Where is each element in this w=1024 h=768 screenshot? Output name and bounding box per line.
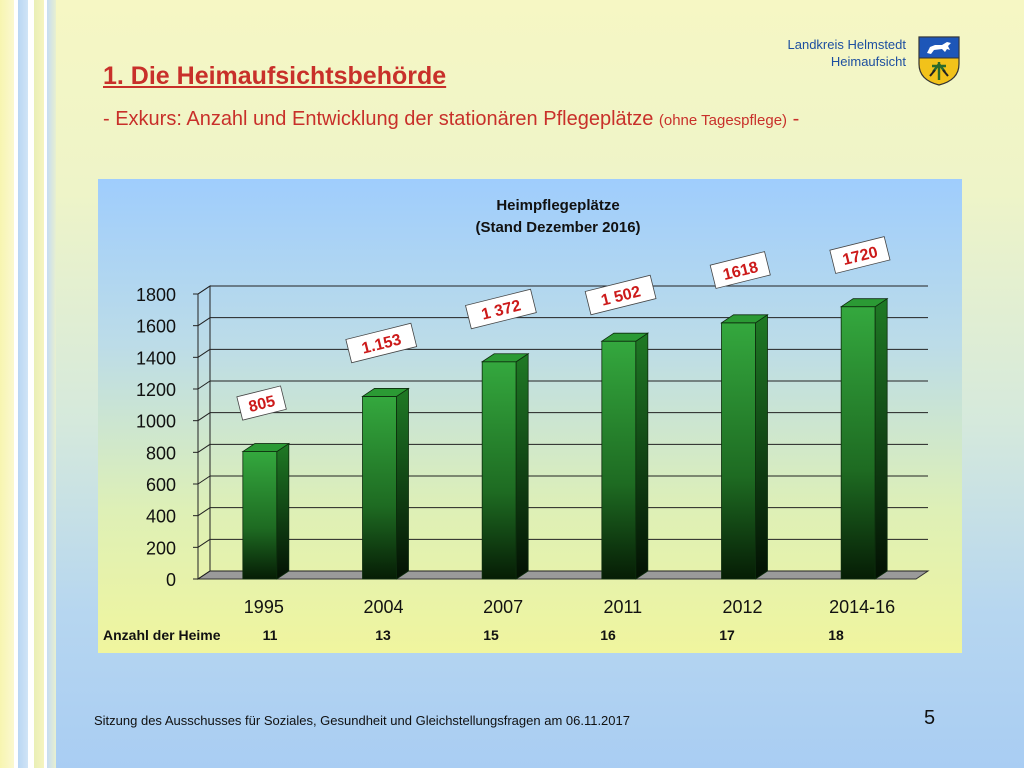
data-label-box (709, 251, 771, 289)
heime-count: 16 (600, 627, 616, 643)
bar-side (276, 442, 290, 580)
gridline-diagonal (197, 570, 211, 580)
chart-subtitle: (Stand Dezember 2016) (475, 219, 640, 236)
page-subtitle: - Exkurs: Anzahl und Entwicklung der sta… (103, 108, 799, 131)
gridline-diagonal (197, 507, 211, 517)
data-label-box (465, 288, 537, 330)
gridline-diagonal (197, 380, 211, 390)
y-tick-label: 600 (146, 475, 176, 495)
data-label-box (829, 236, 891, 274)
x-tick-label: 1995 (244, 597, 284, 617)
heime-count: 17 (719, 627, 735, 643)
org-name: Landkreis Helmstedt (787, 37, 907, 52)
bar-side (635, 332, 649, 580)
bar-top (480, 353, 530, 363)
bar-top (720, 314, 769, 324)
subtitle-main: - Exkurs: Anzahl und Entwicklung der sta… (103, 108, 654, 130)
gridline-diagonal (197, 285, 211, 295)
y-tick-label: 400 (146, 507, 176, 527)
data-label: 1.153 (345, 322, 418, 364)
y-tick-label: 1400 (136, 348, 176, 368)
bar-chart: Heimpflegeplätze (Stand Dezember 2016) 0… (103, 197, 930, 643)
heime-count: 11 (263, 627, 278, 643)
x-tick-label: 2011 (603, 597, 642, 617)
data-label: 1 502 (584, 274, 657, 316)
bar-side (755, 314, 768, 580)
side-wall (197, 285, 211, 580)
chart-floor (196, 570, 930, 580)
data-label: 1 372 (465, 288, 537, 330)
bar (481, 361, 517, 580)
footer-text: Sitzung des Ausschusses für Soziales, Ge… (94, 713, 630, 728)
bar-top (241, 443, 291, 452)
bar (721, 322, 756, 580)
page-number: 5 (924, 707, 936, 729)
gridline-diagonal (197, 348, 211, 358)
subtitle-note: (ohne Tagespflege) (658, 112, 788, 129)
data-label: 805 (236, 385, 287, 421)
gridline-diagonal (197, 538, 211, 548)
bar (601, 340, 637, 580)
coat-of-arms-icon (918, 36, 960, 86)
data-label-box (584, 274, 657, 316)
y-tick-label: 0 (166, 570, 176, 590)
data-label: 1618 (709, 251, 771, 289)
gridline-diagonal (197, 412, 211, 422)
data-label: 1720 (829, 236, 891, 274)
data-label-box (345, 322, 418, 364)
organization-label: Landkreis Helmstedt Heimaufsicht (788, 36, 907, 70)
chart-title: Heimpflegeplätze (496, 197, 619, 214)
data-label-text: 805 (247, 393, 277, 416)
x-tick-label: 2012 (722, 597, 762, 617)
gridline-diagonal (197, 475, 211, 485)
bar (840, 306, 876, 580)
bar-side (396, 387, 409, 580)
heime-row-label: Anzahl der Heime (103, 627, 221, 643)
heime-count: 13 (375, 627, 391, 643)
page-title: 1. Die Heimaufsichtsbehörde (103, 62, 447, 90)
y-tick-label: 200 (146, 538, 176, 558)
x-tick-label: 2004 (363, 597, 403, 617)
y-tick-label: 1000 (136, 412, 176, 432)
chart-panel: Heimpflegeplätze (Stand Dezember 2016) 0… (98, 179, 962, 653)
bar-top (839, 298, 889, 308)
data-label-box (236, 385, 287, 421)
gridline-diagonal (197, 317, 211, 327)
bar (362, 396, 397, 580)
department-name: Heimaufsicht (830, 54, 906, 69)
decorative-stripes (0, 0, 56, 768)
y-tick-label: 1600 (136, 317, 176, 337)
gridline-diagonal (197, 443, 211, 453)
bar-top (361, 388, 410, 397)
bar (242, 451, 278, 580)
x-tick-label: 2007 (483, 597, 523, 617)
bar-side (874, 297, 888, 580)
plot-area: 0 200 400 600 800 1000 1200 1400 1600 1800 1995 805… (103, 236, 930, 643)
y-tick-label: 1800 (136, 285, 176, 305)
bar-side (515, 353, 529, 580)
x-tick-label: 2014-16 (829, 597, 895, 617)
heime-count: 18 (828, 627, 844, 643)
heime-count: 15 (483, 627, 499, 643)
y-tick-label: 800 (146, 443, 176, 463)
subtitle-end: - (792, 108, 800, 130)
y-tick-label: 1200 (136, 380, 176, 400)
bar-top (600, 332, 650, 342)
